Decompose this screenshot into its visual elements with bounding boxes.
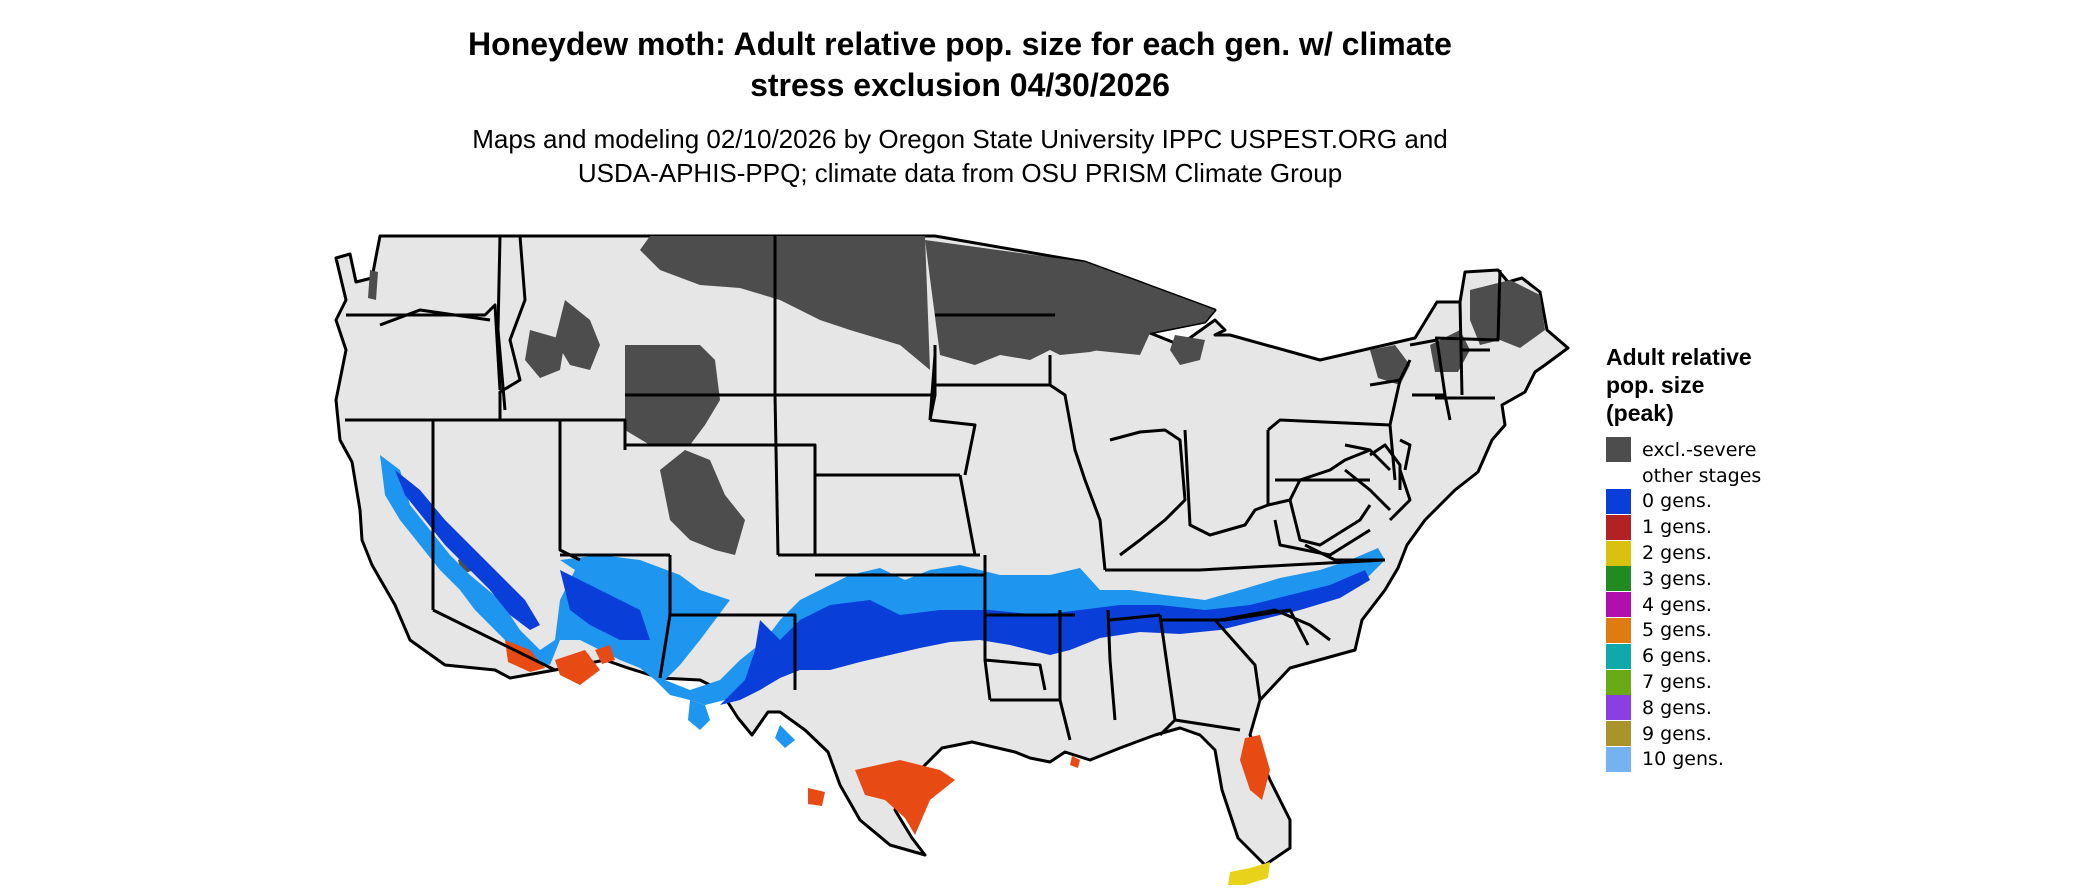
legend-label: 4 gens. <box>1642 593 1712 616</box>
map-title: Honeydew moth: Adult relative pop. size … <box>330 24 1590 106</box>
legend-label: 2 gens. <box>1642 542 1712 565</box>
legend-item: excl.-severe <box>1606 437 1866 463</box>
subtitle-line-2: USDA-APHIS-PPQ; climate data from OSU PR… <box>577 158 1343 188</box>
legend-item: 5 gens. <box>1606 617 1866 644</box>
legend-item: other stages <box>1606 463 1866 489</box>
legend-swatch <box>1606 643 1631 669</box>
state-borders <box>345 235 1502 741</box>
legend-title-line-3: (peak) <box>1606 400 1674 426</box>
one-gen-areas <box>505 640 1270 835</box>
legend-label: 8 gens. <box>1642 696 1712 719</box>
legend-title-line-2: pop. size <box>1606 372 1705 398</box>
legend-title: Adult relative pop. size (peak) <box>1606 343 1866 427</box>
zero-gen-areas <box>380 455 1385 748</box>
map-subtitle: Maps and modeling 02/10/2026 by Oregon S… <box>330 122 1590 190</box>
excl-severe-areas <box>368 236 1545 574</box>
legend-label: 1 gens. <box>1642 516 1712 539</box>
map-legend: Adult relative pop. size (peak) excl.-se… <box>1606 343 1866 772</box>
legend-swatch <box>1606 721 1631 747</box>
legend-swatch <box>1606 669 1631 695</box>
legend-label: excl.-severe <box>1642 438 1757 461</box>
legend-label: 7 gens. <box>1642 671 1712 694</box>
legend-item: 3 gens. <box>1606 566 1866 592</box>
legend-swatch <box>1606 437 1631 463</box>
title-line-1: Honeydew moth: Adult relative pop. size … <box>468 26 1452 62</box>
legend-items: excl.-severe other stages 0 gens. 1 gens. 2 … <box>1606 437 1866 772</box>
legend-label: 10 gens. <box>1642 748 1724 771</box>
legend-swatch <box>1606 592 1631 618</box>
legend-item: 7 gens. <box>1606 669 1866 695</box>
legend-label: other stages <box>1642 464 1762 487</box>
legend-item: 2 gens. <box>1606 540 1866 566</box>
legend-swatch <box>1606 617 1631 643</box>
legend-item: 0 gens. <box>1606 488 1866 515</box>
legend-title-line-1: Adult relative <box>1606 344 1752 370</box>
subtitle-line-1: Maps and modeling 02/10/2026 by Oregon S… <box>472 124 1448 154</box>
two-gen-areas <box>1228 862 1270 885</box>
legend-item: 4 gens. <box>1606 592 1866 618</box>
legend-swatch <box>1606 566 1631 592</box>
legend-label: 6 gens. <box>1642 645 1712 668</box>
legend-label: 5 gens. <box>1642 619 1712 642</box>
title-line-2: stress exclusion 04/30/2026 <box>750 67 1170 103</box>
legend-swatch <box>1606 695 1631 721</box>
legend-item: 8 gens. <box>1606 695 1866 721</box>
legend-swatch <box>1606 514 1631 540</box>
legend-item: 10 gens. <box>1606 746 1866 773</box>
legend-item: 9 gens. <box>1606 721 1866 747</box>
legend-item: 6 gens. <box>1606 643 1866 669</box>
legend-label: 9 gens. <box>1642 722 1712 745</box>
legend-swatch <box>1606 463 1631 489</box>
legend-swatch <box>1606 540 1631 566</box>
legend-swatch <box>1606 746 1631 772</box>
legend-item: 1 gens. <box>1606 514 1866 540</box>
legend-swatch <box>1606 488 1631 514</box>
legend-label: 0 gens. <box>1642 490 1712 513</box>
legend-label: 3 gens. <box>1642 567 1712 590</box>
